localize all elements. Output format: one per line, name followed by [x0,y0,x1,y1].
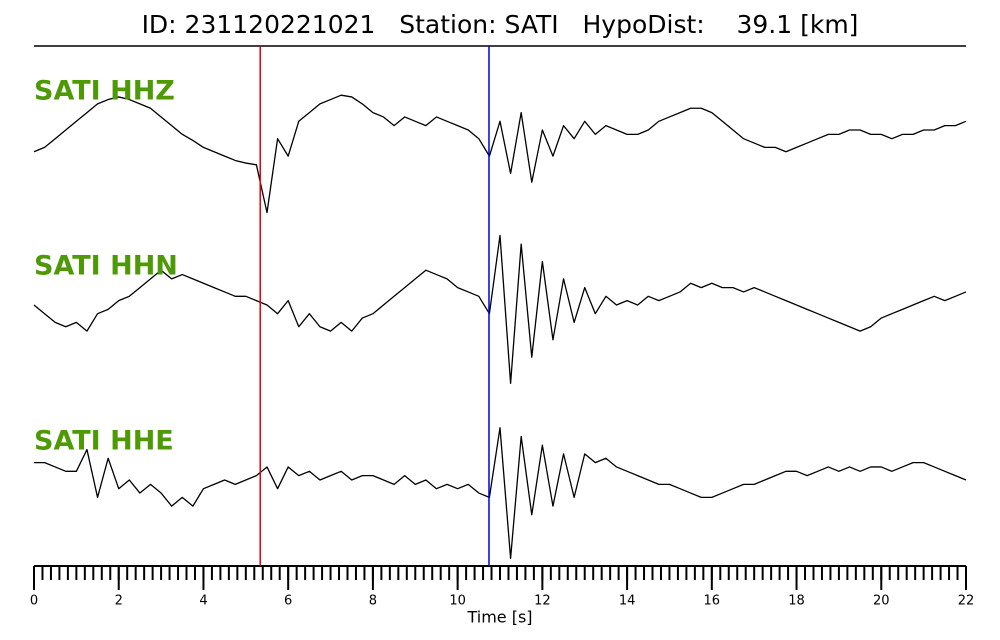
trace-label: SATI HHZ [34,76,175,107]
trace-label: SATI HHN [34,251,178,282]
trace [33,94,967,214]
x-tick-label: 4 [199,594,207,609]
x-tick-label: 8 [369,594,377,609]
x-tick-label: 18 [788,594,805,609]
x-tick-label: 6 [284,594,292,609]
trace-label: SATI HHE [34,426,174,457]
trace [33,234,967,384]
x-axis-label: Time [s] [466,608,532,627]
x-tick-label: 16 [704,594,721,609]
x-tick-label: 20 [873,594,890,609]
x-tick-label: 2 [115,594,123,609]
x-tick-label: 12 [534,594,551,609]
trace [34,427,967,559]
x-tick-label: 14 [619,594,636,609]
x-tick-label: 22 [958,594,975,609]
x-tick-label: 10 [449,594,466,609]
chart-title: ID: 231120221021 Station: SATI HypoDist:… [142,10,859,39]
x-tick-label: 0 [30,594,38,609]
